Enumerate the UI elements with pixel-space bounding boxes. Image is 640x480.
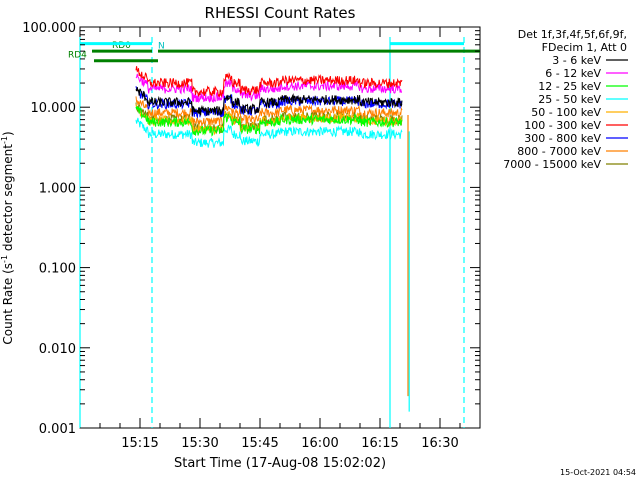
- flag-label: RD0: [112, 41, 131, 51]
- series-line: [135, 87, 403, 116]
- x-tick-label: 15:45: [241, 436, 278, 451]
- legend: Det 1f,3f,4f,5f,6f,9f,FDecim 1, Att 03 -…: [503, 28, 628, 171]
- flag-bars: RD0 RD4 N: [68, 41, 480, 63]
- x-tick-label: 16:15: [361, 436, 398, 451]
- legend-entry-label: 7000 - 15000 keV: [503, 158, 601, 171]
- x-tick-label: 16:30: [421, 436, 458, 451]
- x-tick-label: 16:00: [301, 436, 338, 451]
- plot-area: [79, 26, 481, 429]
- legend-entry-label: 3 - 6 keV: [552, 54, 601, 67]
- y-tick-label: 1.000: [39, 181, 76, 196]
- y-tick-label: 0.010: [39, 342, 76, 357]
- legend-entry-label: 50 - 100 keV: [531, 106, 601, 119]
- legend-header-line: FDecim 1, Att 0: [542, 41, 627, 54]
- x-axis-label: Start Time (17-Aug-08 15:02:02): [174, 456, 386, 471]
- series-line: [135, 73, 403, 104]
- legend-entry-label: 300 - 800 keV: [524, 132, 601, 145]
- y-tick-label: 10.000: [31, 101, 77, 116]
- flag-label: RD4: [68, 51, 87, 61]
- legend-entry-label: 12 - 25 keV: [538, 80, 601, 93]
- y-tick-label: 0.100: [39, 262, 76, 277]
- series-line: [135, 66, 403, 98]
- timestamp: 15-Oct-2021 04:54: [560, 468, 636, 477]
- vertical-markers: [79, 37, 465, 428]
- legend-entry-label: 6 - 12 keV: [545, 67, 601, 80]
- y-tick-label: 100.000: [22, 21, 76, 36]
- legend-entry-label: 800 - 7000 keV: [517, 145, 601, 158]
- x-tick-label: 15:15: [121, 436, 158, 451]
- series-group: [135, 66, 410, 412]
- plot-frame: [79, 26, 481, 429]
- legend-entry-label: 100 - 300 keV: [524, 119, 601, 132]
- x-tick-label: 15:30: [181, 436, 218, 451]
- flag-label: N: [158, 42, 165, 52]
- series-line: [135, 96, 403, 127]
- chart-title: RHESSI Count Rates: [205, 4, 356, 22]
- y-axis-label: Count Rate (s-1 detector segment-1): [0, 131, 15, 344]
- axes: 100.000 10.000 1.000 0.100 0.010 0.001 15:15 15…: [22, 21, 480, 451]
- legend-entry-label: 25 - 50 keV: [538, 93, 601, 106]
- series-line: [135, 105, 403, 137]
- legend-header-line: Det 1f,3f,4f,5f,6f,9f,: [518, 28, 627, 41]
- series-line: [135, 117, 403, 148]
- y-tick-label: 0.001: [39, 422, 76, 437]
